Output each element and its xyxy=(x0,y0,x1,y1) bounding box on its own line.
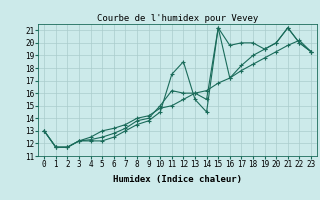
Title: Courbe de l'humidex pour Vevey: Courbe de l'humidex pour Vevey xyxy=(97,14,258,23)
X-axis label: Humidex (Indice chaleur): Humidex (Indice chaleur) xyxy=(113,175,242,184)
